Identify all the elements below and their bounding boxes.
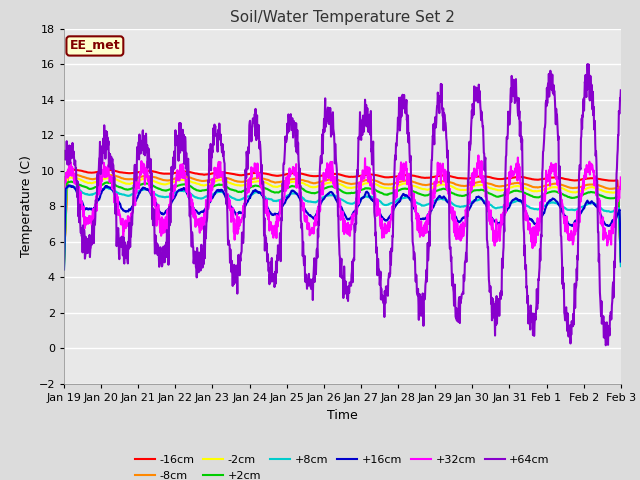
-16cm [68, 167, 76, 173]
Line: -16cm: -16cm [64, 170, 621, 260]
-8cm [502, 182, 509, 188]
+2cm [617, 258, 625, 264]
-2cm [502, 186, 509, 192]
Line: +32cm: +32cm [64, 156, 621, 248]
-16cm [60, 257, 68, 263]
-16cm [551, 175, 559, 180]
-16cm [246, 171, 254, 177]
+32cm [60, 182, 68, 188]
+16cm [65, 182, 73, 188]
+8cm [184, 190, 192, 195]
+16cm [429, 204, 437, 210]
+64cm [584, 61, 591, 67]
Title: Soil/Water Temperature Set 2: Soil/Water Temperature Set 2 [230, 10, 455, 25]
+16cm [551, 197, 559, 203]
+32cm [502, 198, 509, 204]
+64cm [246, 118, 254, 124]
+64cm [617, 87, 625, 93]
+2cm [171, 184, 179, 190]
X-axis label: Time: Time [327, 408, 358, 421]
+32cm [529, 245, 536, 251]
-8cm [184, 174, 192, 180]
+32cm [184, 176, 191, 181]
+64cm [602, 342, 609, 348]
+64cm [60, 156, 68, 162]
-16cm [171, 170, 179, 176]
-8cm [60, 259, 68, 265]
-8cm [69, 171, 77, 177]
Line: +64cm: +64cm [64, 64, 621, 345]
+64cm [502, 168, 509, 174]
+64cm [184, 157, 191, 163]
+32cm [170, 182, 178, 188]
+8cm [502, 203, 509, 208]
+8cm [60, 266, 68, 272]
+2cm [429, 190, 437, 195]
Line: +2cm: +2cm [64, 181, 621, 266]
-2cm [60, 261, 68, 266]
Y-axis label: Temperature (C): Temperature (C) [20, 156, 33, 257]
-16cm [184, 169, 192, 175]
-2cm [429, 184, 437, 190]
-2cm [184, 178, 192, 184]
Text: EE_met: EE_met [70, 39, 120, 52]
+2cm [551, 189, 559, 194]
-16cm [429, 174, 437, 180]
+2cm [502, 192, 509, 197]
+8cm [551, 200, 559, 206]
-8cm [551, 181, 559, 187]
+64cm [429, 133, 436, 139]
+64cm [551, 91, 559, 97]
-2cm [246, 180, 254, 186]
+8cm [171, 190, 179, 196]
+32cm [246, 176, 254, 182]
+2cm [60, 264, 68, 269]
-16cm [502, 176, 509, 181]
+2cm [246, 184, 254, 190]
-8cm [246, 177, 254, 182]
+32cm [475, 153, 483, 158]
-8cm [429, 181, 437, 187]
-8cm [617, 256, 625, 262]
-16cm [617, 253, 625, 259]
+16cm [60, 267, 68, 273]
Line: +16cm: +16cm [64, 185, 621, 270]
+2cm [67, 179, 75, 184]
+64cm [170, 148, 178, 154]
+16cm [617, 259, 625, 264]
+16cm [171, 194, 179, 200]
-8cm [171, 176, 179, 181]
+8cm [429, 198, 437, 204]
Line: -8cm: -8cm [64, 174, 621, 262]
-2cm [68, 175, 76, 180]
+16cm [502, 208, 509, 214]
+8cm [617, 264, 625, 269]
+32cm [429, 191, 436, 196]
+32cm [617, 175, 625, 180]
-2cm [617, 257, 625, 263]
Line: +8cm: +8cm [64, 186, 621, 269]
+32cm [552, 174, 559, 180]
+8cm [65, 183, 73, 189]
+2cm [184, 182, 192, 188]
-2cm [171, 179, 179, 184]
+16cm [184, 193, 192, 199]
+16cm [246, 193, 254, 199]
Line: -2cm: -2cm [64, 178, 621, 264]
+8cm [246, 192, 254, 198]
Legend: -16cm, -8cm, -2cm, +2cm, +8cm, +16cm, +32cm, +64cm: -16cm, -8cm, -2cm, +2cm, +8cm, +16cm, +3… [131, 451, 554, 480]
-2cm [551, 184, 559, 190]
